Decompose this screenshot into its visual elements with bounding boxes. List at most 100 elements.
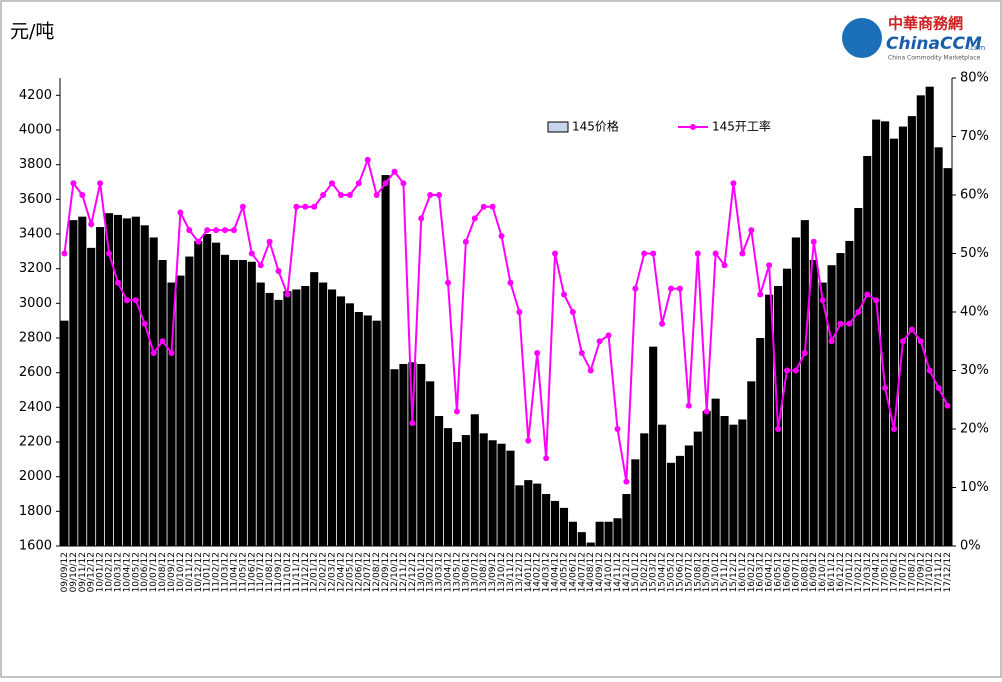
rate-point xyxy=(917,338,924,345)
x-tick-label: 14/02/12 xyxy=(533,552,543,592)
bar xyxy=(479,433,488,546)
bar xyxy=(649,346,658,546)
bar xyxy=(889,138,899,546)
x-tick-label: 13/07/12 xyxy=(470,552,480,592)
legend-label: 145开工率 xyxy=(712,119,771,134)
y2-tick-label: 80% xyxy=(960,71,989,86)
rate-point xyxy=(471,215,478,222)
rate-point xyxy=(882,385,889,392)
x-tick-label: 10/11/12 xyxy=(185,552,195,592)
bar xyxy=(881,121,890,546)
bar xyxy=(452,442,461,546)
x-tick-label: 11/03/12 xyxy=(221,552,231,592)
bar xyxy=(524,480,533,546)
rate-line xyxy=(63,156,949,482)
bar xyxy=(435,416,444,546)
bar xyxy=(301,286,310,546)
x-tick-label: 14/04/12 xyxy=(551,552,561,592)
x-tick-label: 11/10/12 xyxy=(283,552,293,592)
bar xyxy=(328,289,337,546)
bar xyxy=(836,253,845,547)
x-tick-label: 13/09/12 xyxy=(488,552,498,592)
x-tick-label: 14/01/12 xyxy=(524,552,534,592)
x-tick-label: 10/12/12 xyxy=(194,552,204,592)
x-tick-label: 10/10/12 xyxy=(176,552,186,592)
x-tick-label: 12/03/12 xyxy=(328,552,338,592)
bar xyxy=(622,494,631,546)
rate-point xyxy=(418,215,425,222)
logo-cn: 中華商務網 xyxy=(888,15,963,33)
bar xyxy=(247,261,256,546)
bar xyxy=(711,398,720,546)
rate-point xyxy=(891,426,898,432)
bar xyxy=(675,455,684,546)
bar xyxy=(782,268,792,546)
rate-point xyxy=(346,192,353,198)
x-tick-label: 10/06/12 xyxy=(140,552,150,592)
bar xyxy=(336,296,346,546)
logo-domain: .com xyxy=(968,44,985,52)
x-tick-label: 13/01/12 xyxy=(417,552,427,592)
rate-point xyxy=(337,192,344,198)
bar xyxy=(559,507,569,546)
rate-point xyxy=(70,180,77,187)
bar xyxy=(399,364,408,546)
x-tick-label: 10/04/12 xyxy=(122,552,132,592)
bar xyxy=(167,282,176,546)
bar xyxy=(515,485,524,546)
rate-point xyxy=(257,262,264,269)
bar xyxy=(381,175,390,547)
rate-point xyxy=(355,180,362,187)
rate-point xyxy=(275,268,282,275)
x-tick-label: 12/01/12 xyxy=(310,552,320,592)
rate-point xyxy=(480,203,487,210)
x-tick-label: 10/07/12 xyxy=(149,552,159,592)
x-tick-label: 12/12/12 xyxy=(408,552,418,592)
bar xyxy=(506,450,515,546)
x-tick-label: 13/10/12 xyxy=(497,552,507,592)
bar xyxy=(461,435,470,546)
rate-point xyxy=(302,203,309,210)
rate-point xyxy=(676,285,683,292)
x-tick-label: 10/02/12 xyxy=(105,552,115,592)
x-tick-label: 15/08/12 xyxy=(693,552,703,592)
x-tick-label: 14/06/12 xyxy=(568,552,578,592)
rate-point xyxy=(462,238,469,245)
x-tick-label: 12/10/12 xyxy=(390,552,400,592)
rate-point xyxy=(944,402,951,409)
bar xyxy=(319,282,328,546)
rate-point xyxy=(605,332,612,339)
x-tick-label: 10/05/12 xyxy=(131,552,141,592)
legend-marker xyxy=(690,124,696,130)
bar xyxy=(87,247,96,546)
x-tick-label: 15/09/12 xyxy=(702,552,712,592)
bar xyxy=(586,542,595,546)
rate-point xyxy=(908,326,915,333)
rate-point xyxy=(766,262,773,269)
x-tick-label: 17/06/12 xyxy=(890,552,900,592)
bar xyxy=(756,338,765,546)
rate-point xyxy=(783,367,790,374)
rate-point xyxy=(846,320,853,327)
x-tick-label: 17/05/12 xyxy=(881,552,891,592)
x-tick-label: 15/01/12 xyxy=(631,552,641,592)
x-tick-label: 09/11/12 xyxy=(78,552,88,592)
x-tick-label: 16/11/12 xyxy=(827,552,837,592)
bar xyxy=(533,483,542,546)
rate-point xyxy=(230,227,237,234)
x-tick-label: 13/06/12 xyxy=(461,552,471,592)
logo: 中華商務網 ChinaCCM .com China Commodity Mark… xyxy=(842,15,985,62)
rate-point xyxy=(703,408,710,415)
bar xyxy=(283,291,292,546)
rate-point xyxy=(150,349,157,356)
legend-swatch xyxy=(547,121,569,133)
rate-point xyxy=(650,250,657,257)
rate-point xyxy=(587,367,594,374)
bar xyxy=(256,282,265,546)
x-tick-label: 12/08/12 xyxy=(372,552,382,592)
bar xyxy=(310,272,319,546)
bar xyxy=(720,416,729,546)
bar xyxy=(631,459,640,546)
x-tick-label: 09/10/12 xyxy=(69,552,79,592)
rate-point xyxy=(106,250,113,257)
